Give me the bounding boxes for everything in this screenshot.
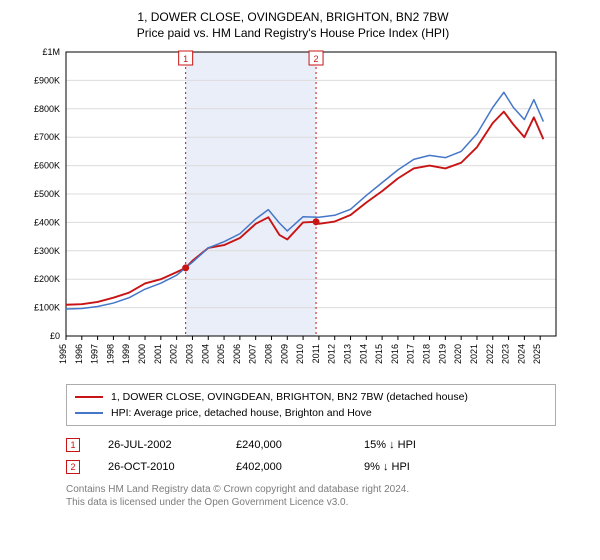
- y-tick-label: £0: [50, 331, 60, 341]
- x-tick-label: 2015: [374, 344, 384, 364]
- footnote-line-1: Contains HM Land Registry data © Crown c…: [66, 484, 578, 497]
- x-tick-label: 2012: [327, 344, 337, 364]
- x-tick-label: 2005: [216, 344, 226, 364]
- x-tick-label: 1999: [121, 344, 131, 364]
- x-tick-label: 2008: [263, 344, 273, 364]
- price-chart: £0 £100K £200K £300K £400K £500K £600K £700K £80…: [8, 48, 568, 378]
- y-tick-label: £300K: [34, 246, 60, 256]
- event-price: £402,000: [236, 461, 336, 473]
- x-tick-label: 2007: [248, 344, 258, 364]
- event-marker: 2: [66, 460, 80, 474]
- x-tick-label: 1998: [105, 344, 115, 364]
- x-tick-label: 1997: [90, 344, 100, 364]
- event-diff: 9% ↓ HPI: [364, 461, 464, 473]
- y-tick-label: £1M: [42, 48, 60, 57]
- x-tick-label: 2021: [469, 344, 479, 364]
- legend-swatch: [75, 396, 103, 398]
- x-tick-label: 2025: [532, 344, 542, 364]
- legend-swatch: [75, 412, 103, 414]
- x-tick-label: 2023: [501, 344, 511, 364]
- footnote-line-2: This data is licensed under the Open Gov…: [66, 497, 578, 510]
- sale-point: [313, 218, 320, 225]
- axis-marker-num: 1: [183, 54, 188, 64]
- chart-legend: 1, DOWER CLOSE, OVINGDEAN, BRIGHTON, BN2…: [66, 384, 556, 426]
- event-price: £240,000: [236, 439, 336, 451]
- x-tick-label: 2002: [169, 344, 179, 364]
- x-tick-label: 2016: [390, 344, 400, 364]
- event-diff: 15% ↓ HPI: [364, 439, 464, 451]
- x-tick-label: 2019: [437, 344, 447, 364]
- chart-title-address: 1, DOWER CLOSE, OVINGDEAN, BRIGHTON, BN2…: [8, 10, 578, 24]
- y-tick-label: £400K: [34, 217, 60, 227]
- event-row: 2 26-OCT-2010 £402,000 9% ↓ HPI: [66, 456, 578, 478]
- copyright-footnote: Contains HM Land Registry data © Crown c…: [66, 484, 578, 509]
- x-tick-label: 2009: [279, 344, 289, 364]
- y-tick-label: £900K: [34, 75, 60, 85]
- y-tick-label: £200K: [34, 274, 60, 284]
- legend-row: HPI: Average price, detached house, Brig…: [75, 405, 547, 421]
- x-tick-label: 2001: [153, 344, 163, 364]
- x-tick-label: 1995: [58, 344, 68, 364]
- x-tick-label: 2004: [200, 344, 210, 364]
- axis-marker-num: 2: [314, 54, 319, 64]
- y-tick-label: £700K: [34, 132, 60, 142]
- y-tick-label: £600K: [34, 161, 60, 171]
- chart-title-sub: Price paid vs. HM Land Registry's House …: [8, 26, 578, 40]
- x-tick-label: 2013: [343, 344, 353, 364]
- x-tick-label: 2020: [453, 344, 463, 364]
- event-date: 26-JUL-2002: [108, 439, 208, 451]
- sale-point: [182, 264, 189, 271]
- x-tick-label: 2000: [137, 344, 147, 364]
- x-tick-label: 2014: [358, 344, 368, 364]
- x-tick-label: 2003: [184, 344, 194, 364]
- legend-label: 1, DOWER CLOSE, OVINGDEAN, BRIGHTON, BN2…: [111, 391, 468, 403]
- y-tick-label: £100K: [34, 303, 60, 313]
- x-tick-label: 2024: [516, 344, 526, 364]
- x-tick-label: 1996: [74, 344, 84, 364]
- x-tick-label: 2010: [295, 344, 305, 364]
- x-tick-label: 2006: [232, 344, 242, 364]
- legend-label: HPI: Average price, detached house, Brig…: [111, 407, 372, 419]
- x-tick-label: 2022: [485, 344, 495, 364]
- sale-events-table: 1 26-JUL-2002 £240,000 15% ↓ HPI 2 26-OCT-201…: [66, 434, 578, 478]
- event-row: 1 26-JUL-2002 £240,000 15% ↓ HPI: [66, 434, 578, 456]
- x-tick-label: 2017: [406, 344, 416, 364]
- event-date: 26-OCT-2010: [108, 461, 208, 473]
- y-tick-label: £800K: [34, 104, 60, 114]
- y-tick-label: £500K: [34, 189, 60, 199]
- event-marker: 1: [66, 438, 80, 452]
- x-tick-label: 2011: [311, 344, 321, 363]
- x-tick-label: 2018: [422, 344, 432, 364]
- legend-row: 1, DOWER CLOSE, OVINGDEAN, BRIGHTON, BN2…: [75, 389, 547, 405]
